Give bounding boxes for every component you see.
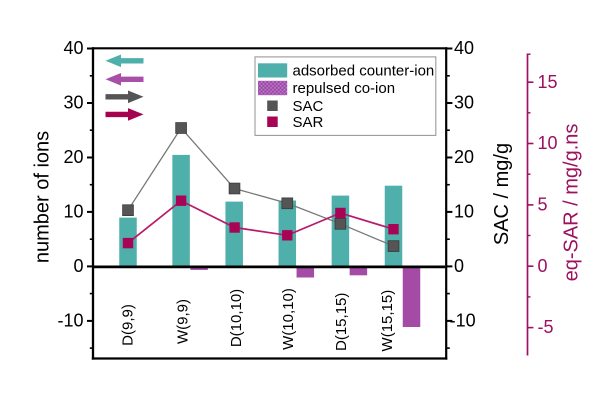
svg-text:-5: -5 [538, 317, 554, 337]
svg-text:15: 15 [538, 72, 558, 92]
svg-text:10: 10 [454, 202, 474, 222]
svg-text:D(15,15): D(15,15) [333, 293, 350, 351]
svg-text:W(10,10): W(10,10) [280, 288, 297, 350]
svg-text:20: 20 [454, 147, 474, 167]
svg-text:0: 0 [454, 256, 464, 276]
svg-text:10: 10 [63, 202, 83, 222]
svg-text:D(10,10): D(10,10) [228, 289, 245, 347]
svg-text:40: 40 [63, 38, 83, 58]
svg-text:SAC / mg/g: SAC / mg/g [491, 143, 513, 245]
svg-text:5: 5 [538, 195, 548, 215]
svg-text:SAC: SAC [293, 98, 324, 115]
svg-text:0: 0 [538, 256, 548, 276]
svg-text:repulsed co-ion: repulsed co-ion [293, 80, 396, 97]
svg-text:10: 10 [538, 133, 558, 153]
svg-text:40: 40 [454, 38, 474, 58]
svg-text:W(15,15): W(15,15) [379, 290, 396, 352]
svg-text:30: 30 [454, 93, 474, 113]
svg-text:-10: -10 [57, 311, 83, 331]
svg-text:W(9,9): W(9,9) [175, 299, 192, 344]
svg-text:30: 30 [63, 93, 83, 113]
svg-text:0: 0 [73, 256, 83, 276]
svg-text:SAR: SAR [293, 114, 324, 131]
svg-text:D(9,9): D(9,9) [120, 304, 137, 346]
svg-text:eq-SAR / mg/g.ns: eq-SAR / mg/g.ns [561, 124, 583, 282]
svg-text:20: 20 [63, 147, 83, 167]
svg-text:adsorbed counter-ion: adsorbed counter-ion [293, 62, 435, 79]
svg-text:-10: -10 [450, 311, 476, 331]
svg-text:number of ions: number of ions [32, 131, 54, 263]
